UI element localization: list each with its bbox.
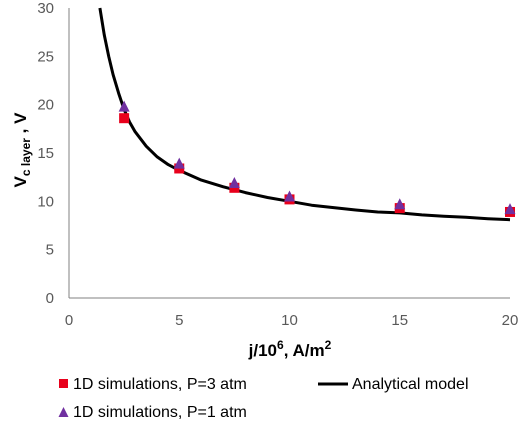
legend-square-marker bbox=[59, 379, 68, 388]
data-point-p1 bbox=[284, 190, 295, 202]
data-point-p1 bbox=[173, 157, 185, 169]
y-tick-label: 20 bbox=[37, 97, 54, 114]
marker-layer bbox=[118, 100, 516, 217]
y-axis-title: Vc layer , V bbox=[11, 112, 33, 188]
x-axis-title: j/106, A/m2 bbox=[248, 338, 332, 360]
x-tick-label: 0 bbox=[65, 312, 73, 329]
legend-label-p1: 1D simulations, P=1 atm bbox=[73, 404, 247, 421]
legend-item-analytical: Analytical model bbox=[318, 376, 469, 393]
data-point-p1 bbox=[228, 176, 240, 188]
x-tick-label: 10 bbox=[281, 312, 298, 329]
legend-item-p1: 1D simulations, P=1 atm bbox=[58, 404, 247, 421]
axes-layer bbox=[68, 8, 510, 299]
y-tick-label: 25 bbox=[37, 48, 54, 65]
data-point-p1 bbox=[504, 203, 516, 215]
data-point-p1 bbox=[394, 198, 406, 210]
analytical-model-line bbox=[98, 7, 511, 222]
x-tick-label: 20 bbox=[502, 312, 519, 329]
analytical-curve-layer bbox=[98, 7, 511, 222]
x-tick-label: 15 bbox=[391, 312, 408, 329]
legend-label-analytical: Analytical model bbox=[352, 376, 469, 393]
legend-triangle-marker bbox=[58, 407, 69, 417]
legend: 1D simulations, P=3 atm 1D simulations, … bbox=[58, 376, 469, 421]
y-tick-label: 0 bbox=[46, 290, 54, 307]
y-tick-label: 15 bbox=[37, 145, 54, 162]
data-point-p3 bbox=[119, 113, 130, 124]
data-point-p1 bbox=[118, 100, 130, 112]
legend-item-p3: 1D simulations, P=3 atm bbox=[59, 376, 247, 393]
legend-label-p3: 1D simulations, P=3 atm bbox=[73, 376, 247, 393]
x-tick-label: 5 bbox=[175, 312, 183, 329]
y-tick-label: 10 bbox=[37, 193, 54, 210]
tick-labels: 0 5 10 15 20 0 5 10 15 20 25 30 bbox=[37, 0, 518, 329]
y-tick-label: 30 bbox=[37, 0, 54, 17]
y-tick-label: 5 bbox=[46, 242, 54, 259]
